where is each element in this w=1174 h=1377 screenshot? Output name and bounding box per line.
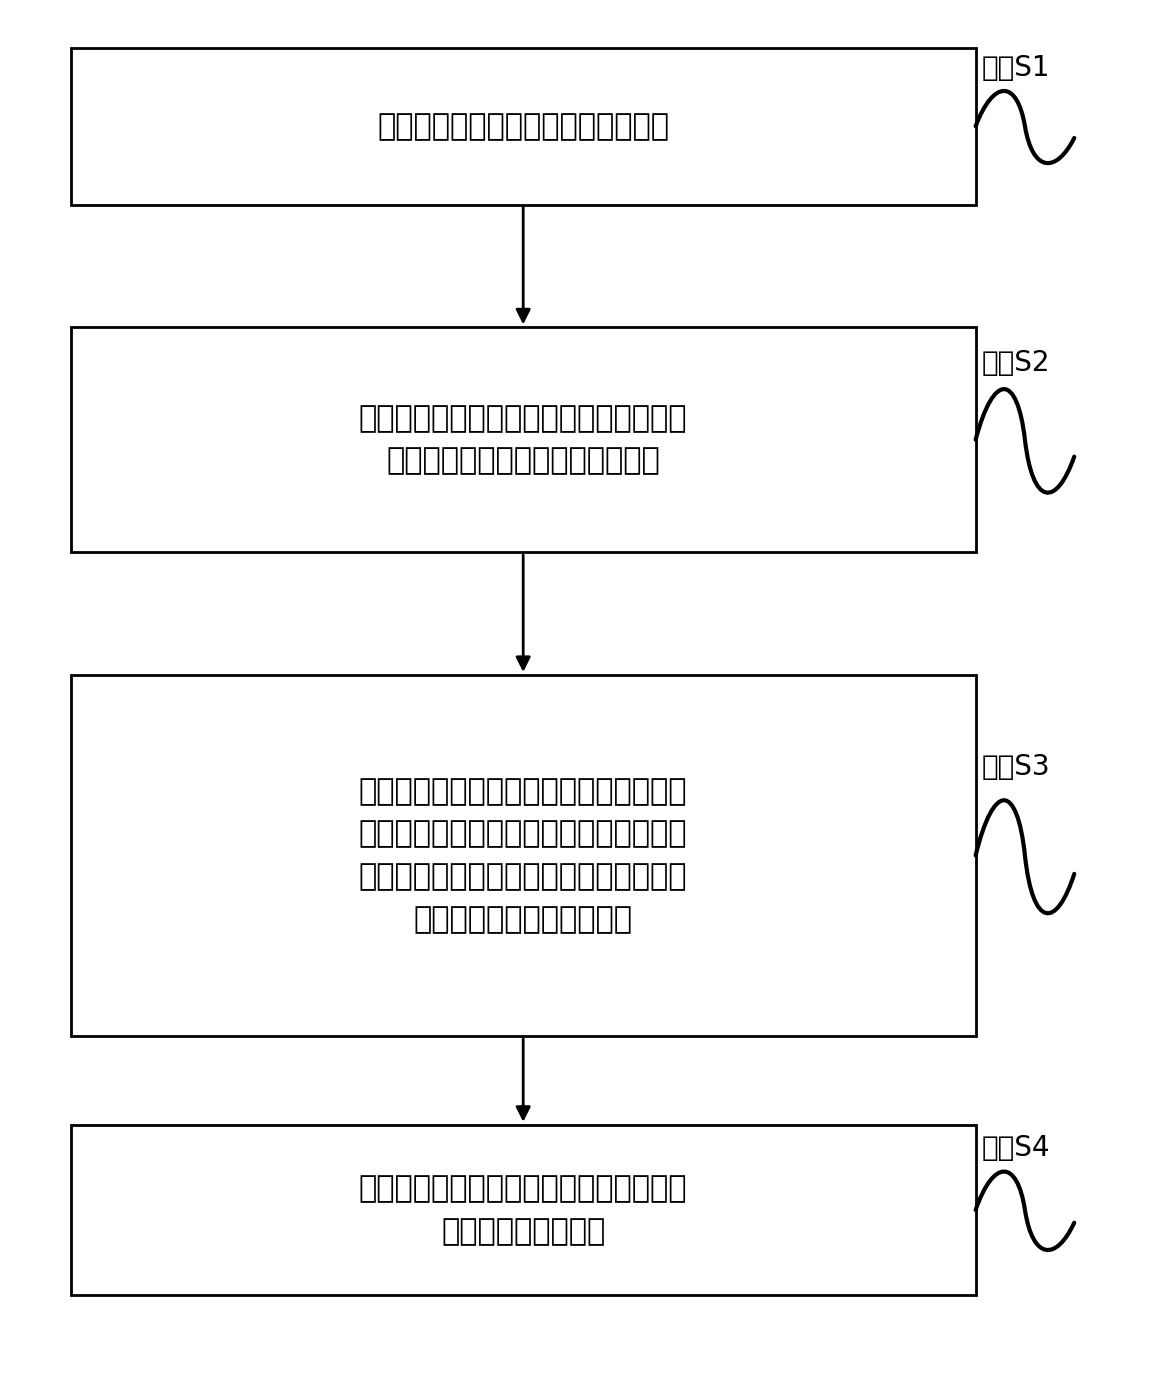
Text: 利用重新确定的矢量控制系统调整逆变器
的输出以抑制振荡量: 利用重新确定的矢量控制系统调整逆变器 的输出以抑制振荡量 xyxy=(359,1175,688,1246)
Text: 步骤S1: 步骤S1 xyxy=(981,54,1050,83)
Text: 确定逆变器直流侧电压的电压振荡量: 确定逆变器直流侧电压的电压振荡量 xyxy=(377,112,669,140)
Bar xyxy=(70,1125,976,1296)
Text: 将电压振荡量转换为滑差频率补偿量，并
补偿在直线电机的给定滑差频率上: 将电压振荡量转换为滑差频率补偿量，并 补偿在直线电机的给定滑差频率上 xyxy=(359,403,688,475)
Bar xyxy=(70,675,976,1036)
Bar xyxy=(70,328,976,552)
Text: 根据补偿的给定滑差频率及直线电机的转
子频率求取其定子频率，并根据定子频率
重新确定矢量控制系统的同步旋转坐标变
换公式中的坐标转换角度值: 根据补偿的给定滑差频率及直线电机的转 子频率求取其定子频率，并根据定子频率 重新… xyxy=(359,777,688,934)
Text: 步骤S2: 步骤S2 xyxy=(981,348,1050,377)
Text: 步骤S3: 步骤S3 xyxy=(981,752,1050,781)
Text: 步骤S4: 步骤S4 xyxy=(981,1135,1050,1162)
Bar xyxy=(70,48,976,205)
